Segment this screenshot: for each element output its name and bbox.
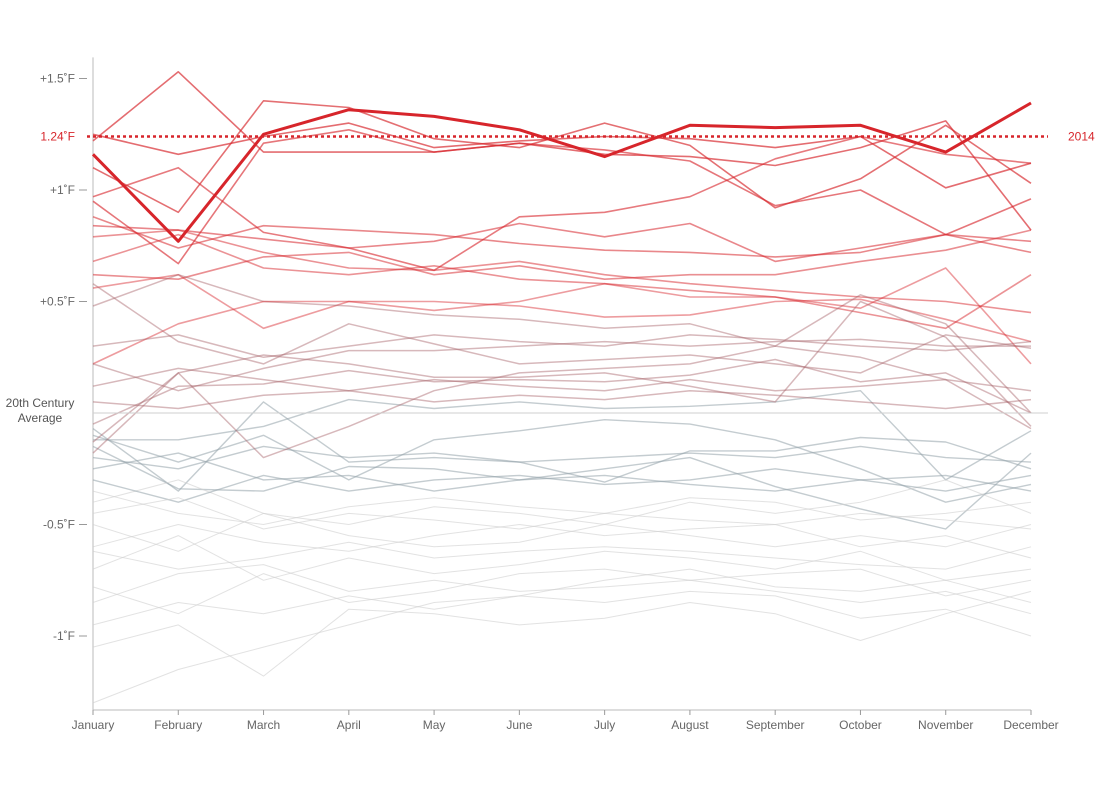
series-line (92, 345, 1032, 459)
series-colored-group (92, 71, 1032, 459)
x-tick-label: June (506, 718, 532, 732)
highlight-series-line (91, 101, 1032, 243)
series-line (92, 273, 1032, 414)
series-line (92, 135, 1032, 272)
y-tick-label: +1˚F (50, 183, 75, 197)
highlight-group: 1.24˚F 2014 (40, 101, 1095, 243)
series-line (92, 419, 1032, 503)
series-line (92, 338, 1031, 392)
series-line (92, 445, 1032, 470)
series-line (92, 512, 1032, 552)
series-line (92, 468, 1032, 503)
x-tick-label: March (247, 718, 280, 732)
x-tick-label: July (594, 718, 615, 732)
series-line (92, 233, 1032, 330)
series-line (92, 283, 1032, 374)
highlight-reference-label: 1.24˚F (40, 129, 75, 143)
y-tick-label: -0.5˚F (43, 518, 75, 532)
series-line (92, 389, 1032, 410)
x-tick-label: October (839, 718, 882, 732)
y-tick-label: +0.5˚F (40, 295, 75, 309)
series-line (92, 100, 1032, 214)
y-tick-label: +1.5˚F (40, 72, 75, 86)
series-line (92, 216, 1032, 258)
baseline-label-line-2: Average (18, 411, 63, 425)
series-line (92, 535, 1032, 581)
series-line (92, 300, 1032, 443)
series-line (92, 490, 1032, 525)
series-line (92, 524, 1032, 559)
x-tick-label: August (671, 718, 709, 732)
series-line (92, 222, 1032, 263)
x-tick-label: January (72, 718, 115, 732)
x-axis: January February March April May June July Augu… (72, 709, 1059, 732)
y-axis: +1.5˚F +1˚F +0.5˚F -0.5˚F -1˚F (40, 57, 94, 710)
series-line (92, 267, 1032, 365)
baseline-group: 20th Century Average (6, 396, 1048, 425)
x-tick-label: November (918, 718, 973, 732)
series-line (92, 452, 1032, 492)
series-line (92, 229, 1032, 314)
series-line (92, 129, 1032, 265)
series-line (92, 273, 1032, 343)
highlight-series-label: 2014 (1068, 129, 1095, 143)
baseline-label-line-1: 20th Century (6, 396, 75, 410)
series-line (92, 497, 1032, 530)
series-line (92, 358, 1032, 425)
series-line (92, 445, 1032, 530)
series-line (92, 367, 1032, 392)
series-line (92, 568, 1032, 704)
series-line (92, 541, 1032, 570)
y-tick-label: -1˚F (53, 629, 75, 643)
series-line (92, 590, 1032, 637)
series-line (92, 334, 1032, 359)
series-neutral-group (92, 390, 1032, 704)
series-line (92, 564, 1032, 615)
series-line (92, 590, 1032, 677)
x-tick-label: September (746, 718, 805, 732)
x-tick-label: February (154, 718, 202, 732)
x-tick-label: May (423, 718, 446, 732)
series-line (92, 229, 1032, 281)
series-line (93, 390, 1032, 481)
x-tick-label: April (337, 718, 361, 732)
series-line (92, 122, 1032, 189)
series-line (92, 401, 1032, 492)
series-line (92, 479, 1032, 525)
x-tick-label: December (1003, 718, 1058, 732)
series-line (92, 568, 1032, 615)
